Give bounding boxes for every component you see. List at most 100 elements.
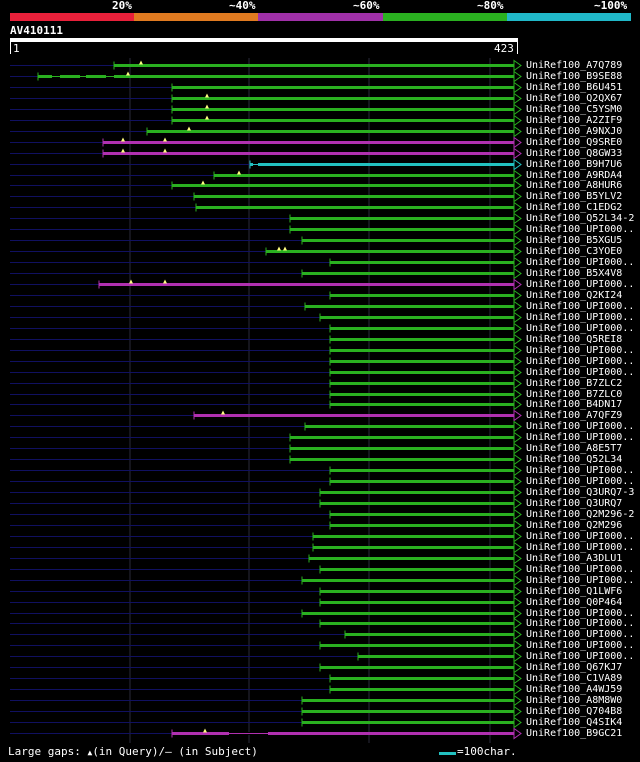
hit-label[interactable]: UniRef100_Q3URQ7: [526, 498, 623, 509]
hit-label[interactable]: UniRef100_A8HUR6: [526, 180, 623, 191]
query-insert-marker-icon: [205, 93, 209, 98]
hit-label[interactable]: UniRef100_UPI000..: [526, 345, 635, 356]
hit-label[interactable]: UniRef100_Q4SIK4: [526, 717, 623, 728]
query-insert-marker-icon: [163, 279, 167, 284]
hit-label[interactable]: UniRef100_UPI000..: [526, 629, 635, 640]
hit-label[interactable]: UniRef100_B7ZLC0: [526, 389, 623, 400]
hit-label[interactable]: UniRef100_C1VA89: [526, 673, 623, 684]
hit-label[interactable]: UniRef100_B5YLV2: [526, 191, 623, 202]
hit-label[interactable]: UniRef100_A8M8W0: [526, 695, 623, 706]
hit-label[interactable]: UniRef100_B9GC21: [526, 728, 623, 739]
hit-label[interactable]: UniRef100_UPI000..: [526, 323, 635, 334]
hit-end-arrow-icon: [513, 311, 522, 324]
hit-end-arrow-icon: [513, 574, 522, 587]
ruler-end-tick: [517, 42, 518, 54]
hit-end-arrow-icon: [513, 333, 522, 346]
hit-end-arrow-icon: [513, 607, 522, 620]
query-insert-marker-icon: [205, 104, 209, 109]
hit-label[interactable]: UniRef100_Q0P464: [526, 597, 623, 608]
hit-end-arrow-icon: [513, 464, 522, 477]
hit-label[interactable]: UniRef100_UPI000..: [526, 312, 635, 323]
hit-label[interactable]: UniRef100_B4DN17: [526, 399, 623, 410]
hit-label[interactable]: UniRef100_A8E5T7: [526, 443, 623, 454]
hit-label[interactable]: UniRef100_UPI000..: [526, 367, 635, 378]
hit-label[interactable]: UniRef100_B9H7U6: [526, 159, 623, 170]
large-gaps-legend: Large gaps: ▲(in Query)/– (in Subject): [8, 746, 258, 759]
hit-label[interactable]: UniRef100_Q52L34-2: [526, 213, 635, 224]
hit-end-arrow-icon: [513, 716, 522, 729]
hit-label[interactable]: UniRef100_UPI000..: [526, 640, 635, 651]
hit-label[interactable]: UniRef100_C1EDG2: [526, 202, 623, 213]
hit-end-arrow-icon: [513, 530, 522, 543]
hit-label[interactable]: UniRef100_UPI000..: [526, 575, 635, 586]
hit-end-arrow-icon: [513, 169, 522, 182]
hit-label[interactable]: UniRef100_Q9SRE0: [526, 137, 623, 148]
hit-label[interactable]: UniRef100_B9SE88: [526, 71, 623, 82]
hit-label[interactable]: UniRef100_UPI000..: [526, 465, 635, 476]
hit-label[interactable]: UniRef100_B6U451: [526, 82, 623, 93]
hit-label[interactable]: UniRef100_Q2M296-2: [526, 509, 635, 520]
hit-label[interactable]: UniRef100_Q5REI8: [526, 334, 623, 345]
hit-label[interactable]: UniRef100_A9NXJ0: [526, 126, 623, 137]
hit-end-arrow-icon: [513, 519, 522, 532]
query-sequence-bar: [10, 38, 518, 42]
hit-end-arrow-icon: [513, 388, 522, 401]
hit-label[interactable]: UniRef100_A3DLU1: [526, 553, 623, 564]
legend-label-20: 20%: [112, 0, 132, 12]
hit-end-arrow-icon: [513, 541, 522, 554]
hit-label[interactable]: UniRef100_UPI000..: [526, 476, 635, 487]
query-insert-marker-icon: [187, 126, 191, 131]
hit-label[interactable]: UniRef100_UPI000..: [526, 564, 635, 575]
legend-segment-1: [10, 13, 134, 21]
hit-end-arrow-icon: [513, 223, 522, 236]
hit-label[interactable]: UniRef100_Q2QX67: [526, 93, 623, 104]
hit-label[interactable]: UniRef100_UPI000..: [526, 618, 635, 629]
hit-end-arrow-icon: [513, 585, 522, 598]
hit-label[interactable]: UniRef100_Q8GW33: [526, 148, 623, 159]
hit-label[interactable]: UniRef100_A4WJ59: [526, 684, 623, 695]
hit-end-arrow-icon: [513, 420, 522, 433]
hit-label[interactable]: UniRef100_UPI000..: [526, 651, 635, 662]
hit-label[interactable]: UniRef100_Q1LWF6: [526, 586, 623, 597]
query-name: AV410111: [10, 24, 63, 37]
hit-label[interactable]: UniRef100_C5YSM0: [526, 104, 623, 115]
hit-end-arrow-icon: [513, 212, 522, 225]
hit-label[interactable]: UniRef100_UPI000..: [526, 356, 635, 367]
hit-label[interactable]: UniRef100_B5XGU5: [526, 235, 623, 246]
hit-label[interactable]: UniRef100_UPI000..: [526, 279, 635, 290]
query-insert-marker-icon: [163, 137, 167, 142]
hit-label[interactable]: UniRef100_UPI000..: [526, 421, 635, 432]
query-insert-marker-icon: [205, 115, 209, 120]
hit-label[interactable]: UniRef100_B7ZLC2: [526, 378, 623, 389]
legend-segment-4: [383, 13, 507, 21]
hit-label[interactable]: UniRef100_B5X4V8: [526, 268, 623, 279]
hit-label[interactable]: UniRef100_UPI000..: [526, 608, 635, 619]
hit-label[interactable]: UniRef100_Q2M296: [526, 520, 623, 531]
query-insert-marker-icon: [237, 170, 241, 175]
hit-label[interactable]: UniRef100_Q3URQ7-3: [526, 487, 635, 498]
hit-label[interactable]: UniRef100_UPI000..: [526, 531, 635, 542]
hit-end-arrow-icon: [513, 694, 522, 707]
hit-end-arrow-icon: [513, 661, 522, 674]
hit-label[interactable]: UniRef100_Q704B8: [526, 706, 623, 717]
legend-label-100: ~100%: [594, 0, 628, 12]
hit-end-arrow-icon: [513, 508, 522, 521]
hit-label[interactable]: UniRef100_A7Q789: [526, 60, 623, 71]
hit-end-arrow-icon: [513, 190, 522, 203]
hit-label[interactable]: UniRef100_UPI000..: [526, 301, 635, 312]
query-insert-marker-icon: [283, 246, 287, 251]
hit-label[interactable]: UniRef100_Q2KI24: [526, 290, 623, 301]
hit-label[interactable]: UniRef100_A2ZIF9: [526, 115, 623, 126]
hit-label[interactable]: UniRef100_UPI000..: [526, 224, 635, 235]
hit-label[interactable]: UniRef100_Q52L34: [526, 454, 623, 465]
hit-label[interactable]: UniRef100_C3YOE0: [526, 246, 623, 257]
query-insert-marker-icon: [121, 137, 125, 142]
hit-label[interactable]: UniRef100_Q67KJ7: [526, 662, 623, 673]
hit-end-arrow-icon: [513, 672, 522, 685]
hit-label[interactable]: UniRef100_UPI000..: [526, 542, 635, 553]
hit-end-arrow-icon: [513, 234, 522, 247]
hit-label[interactable]: UniRef100_UPI000..: [526, 257, 635, 268]
hit-label[interactable]: UniRef100_A9RDA4: [526, 170, 623, 181]
hit-label[interactable]: UniRef100_UPI000..: [526, 432, 635, 443]
hit-label[interactable]: UniRef100_A7QFZ9: [526, 410, 623, 421]
